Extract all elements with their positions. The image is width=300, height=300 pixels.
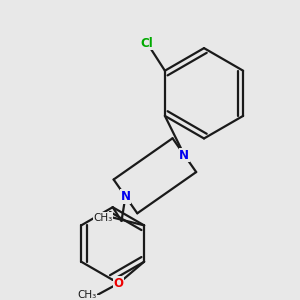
Text: Cl: Cl — [141, 37, 154, 50]
Text: O: O — [114, 277, 124, 290]
Text: N: N — [179, 149, 189, 162]
Text: CH₃: CH₃ — [94, 212, 113, 223]
Text: N: N — [120, 190, 130, 203]
Text: CH₃: CH₃ — [78, 290, 97, 300]
